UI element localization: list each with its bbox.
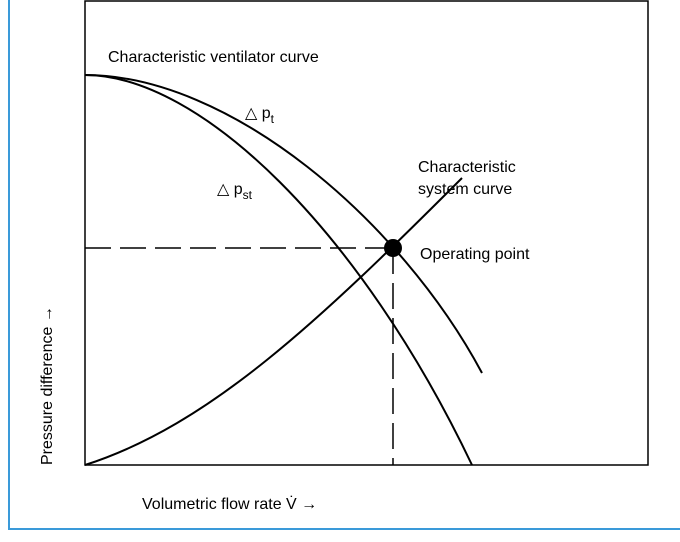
system-curve-label-2: system curve (418, 181, 512, 198)
pst-subscript: st (243, 188, 253, 202)
pst-symbol: △ p (217, 181, 243, 198)
operating-point-dot (384, 239, 402, 257)
x-axis-label: Volumetric flow rate V̇ → (142, 495, 317, 513)
ventilator-curve-label: Characteristic ventilator curve (108, 49, 319, 66)
y-axis-label: Pressure difference → (39, 306, 56, 465)
system-curve (84, 177, 463, 466)
operating-point-label: Operating point (420, 246, 530, 263)
pt-subscript: t (271, 112, 275, 126)
pt-label: △ pt (245, 105, 275, 126)
pst-curve (84, 74, 473, 466)
pt-curve (84, 74, 483, 374)
plot-box (84, 0, 649, 466)
system-curve-label-1: Characteristic (418, 159, 516, 176)
pst-label: △ pst (217, 181, 253, 202)
pt-symbol: △ p (245, 105, 271, 122)
